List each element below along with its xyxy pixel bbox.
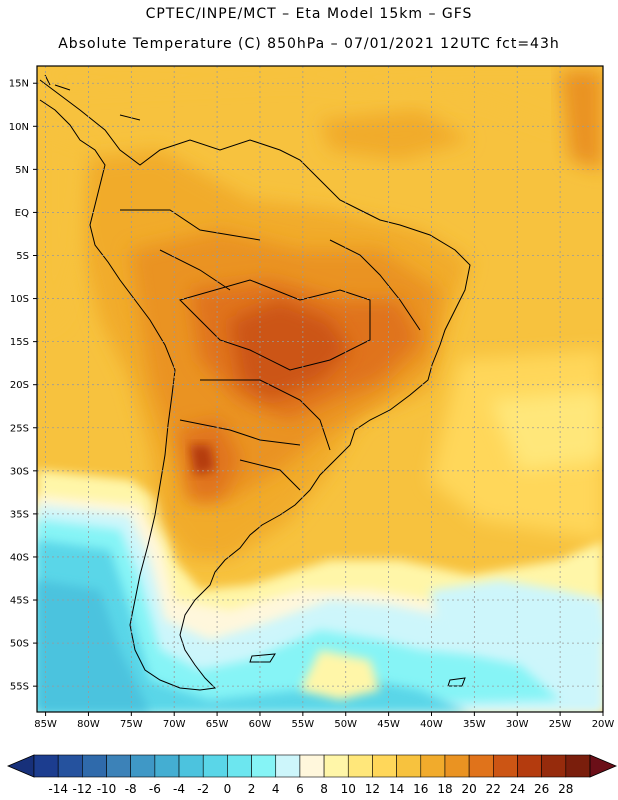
lon-tick-label: 70W: [163, 719, 186, 730]
lon-tick-label: 75W: [120, 719, 143, 730]
colorbar-over-triangle: [589, 754, 618, 778]
lon-tick-label: 30W: [506, 719, 529, 730]
colorbar-label: -6: [149, 782, 161, 796]
colorbar-swatch: [323, 754, 349, 778]
colorbar-label: 6: [296, 782, 304, 796]
lat-tick-label: 15S: [10, 337, 29, 348]
coastline: [39, 74, 471, 691]
lat-tick-label: 10N: [9, 122, 29, 133]
colorbar-swatch: [347, 754, 373, 778]
chart-title-line-1: CPTEC/INPE/MCT – Eta Model 15km – GFS: [145, 6, 473, 22]
lon-tick-label: 25W: [549, 719, 572, 730]
lat-tick-label: 20S: [10, 380, 29, 391]
colorbar-label: 2: [248, 782, 256, 796]
lat-tick-label: 30S: [10, 466, 29, 477]
colorbar-label: -4: [173, 782, 185, 796]
colorbar-label: 22: [486, 782, 501, 796]
lon-tick-label: 80W: [77, 719, 100, 730]
colorbar-label: -10: [97, 782, 117, 796]
colorbar-swatch: [372, 754, 397, 778]
lat-tick-label: 50S: [10, 639, 29, 650]
colorbar-swatch: [396, 754, 422, 778]
lon-tick-label: 85W: [34, 719, 57, 730]
colorbar-label: 26: [534, 782, 549, 796]
colorbar-swatch: [565, 754, 591, 778]
colorbar-label: 18: [437, 782, 452, 796]
colorbar-label: 0: [224, 782, 232, 796]
lat-tick-label: 5N: [15, 165, 29, 176]
colorbar-swatch: [420, 754, 446, 778]
lon-tick-label: 60W: [249, 719, 272, 730]
map-frame: [36, 65, 604, 713]
colorbar-swatch: [33, 754, 59, 778]
colorbar-swatch: [178, 754, 204, 778]
colorbar-under-triangle: [6, 754, 35, 778]
lon-tick-label: 50W: [334, 719, 357, 730]
colorbar: -14 -12 -10 -8 -6 -4 -2 0 2 4 6 8 10 12 14 16 18 20 22 24 26…: [6, 754, 618, 796]
temperature-field: [37, 66, 603, 712]
colorbar-label: 28: [558, 782, 573, 796]
colorbar-swatch: [154, 754, 180, 778]
latitude-axis: 15N 10N 5N EQ 5S 10S 15S 20S 25S 30S 35S 40S 45S 50S 5…: [9, 79, 37, 693]
lon-tick-label: 45W: [377, 719, 400, 730]
lat-tick-label: 15N: [9, 79, 29, 90]
colorbar-label: 10: [341, 782, 356, 796]
lon-tick-label: 65W: [206, 719, 229, 730]
chart-title-line-2: Absolute Temperature (C) 850hPa – 07/01/…: [58, 36, 560, 52]
colorbar-swatch: [517, 754, 542, 778]
lat-tick-label: 5S: [16, 251, 29, 262]
colorbar-swatch: [468, 754, 494, 778]
colorbar-swatch: [82, 754, 107, 778]
colorbar-swatch: [227, 754, 252, 778]
lat-tick-label: EQ: [15, 208, 29, 219]
colorbar-label: 20: [461, 782, 476, 796]
colorbar-swatch: [202, 754, 228, 778]
colorbar-label: 16: [413, 782, 428, 796]
colorbar-swatch: [57, 754, 83, 778]
colorbar-label: -12: [73, 782, 93, 796]
colorbar-swatch: [251, 754, 277, 778]
colorbar-swatch: [493, 754, 518, 778]
lon-tick-label: 40W: [420, 719, 443, 730]
graticule: [37, 66, 603, 712]
colorbar-label: 14: [389, 782, 404, 796]
colorbar-swatch: [299, 754, 325, 778]
longitude-axis: 85W 80W 75W 70W 65W 60W 55W 50W 45W 40W 35W 30W 25W 2…: [34, 712, 614, 730]
colorbar-label: 8: [320, 782, 328, 796]
lat-tick-label: 45S: [10, 596, 29, 607]
colorbar-label: 4: [272, 782, 280, 796]
colorbar-label: -14: [48, 782, 68, 796]
colorbar-label: 24: [510, 782, 525, 796]
lat-tick-label: 10S: [10, 294, 29, 305]
lon-tick-label: 35W: [463, 719, 486, 730]
lon-tick-label: 20W: [592, 719, 615, 730]
colorbar-swatch: [275, 754, 301, 778]
colorbar-swatch: [106, 754, 131, 778]
lat-tick-label: 25S: [10, 423, 29, 434]
colorbar-swatch: [130, 754, 156, 778]
lat-tick-label: 35S: [10, 509, 29, 520]
colorbar-label: -8: [125, 782, 137, 796]
colorbar-swatch: [444, 754, 470, 778]
lat-tick-label: 40S: [10, 552, 29, 563]
lat-tick-label: 55S: [10, 682, 29, 693]
colorbar-label: 12: [365, 782, 380, 796]
colorbar-label: -2: [197, 782, 209, 796]
lon-tick-label: 55W: [292, 719, 315, 730]
colorbar-swatch: [541, 754, 567, 778]
